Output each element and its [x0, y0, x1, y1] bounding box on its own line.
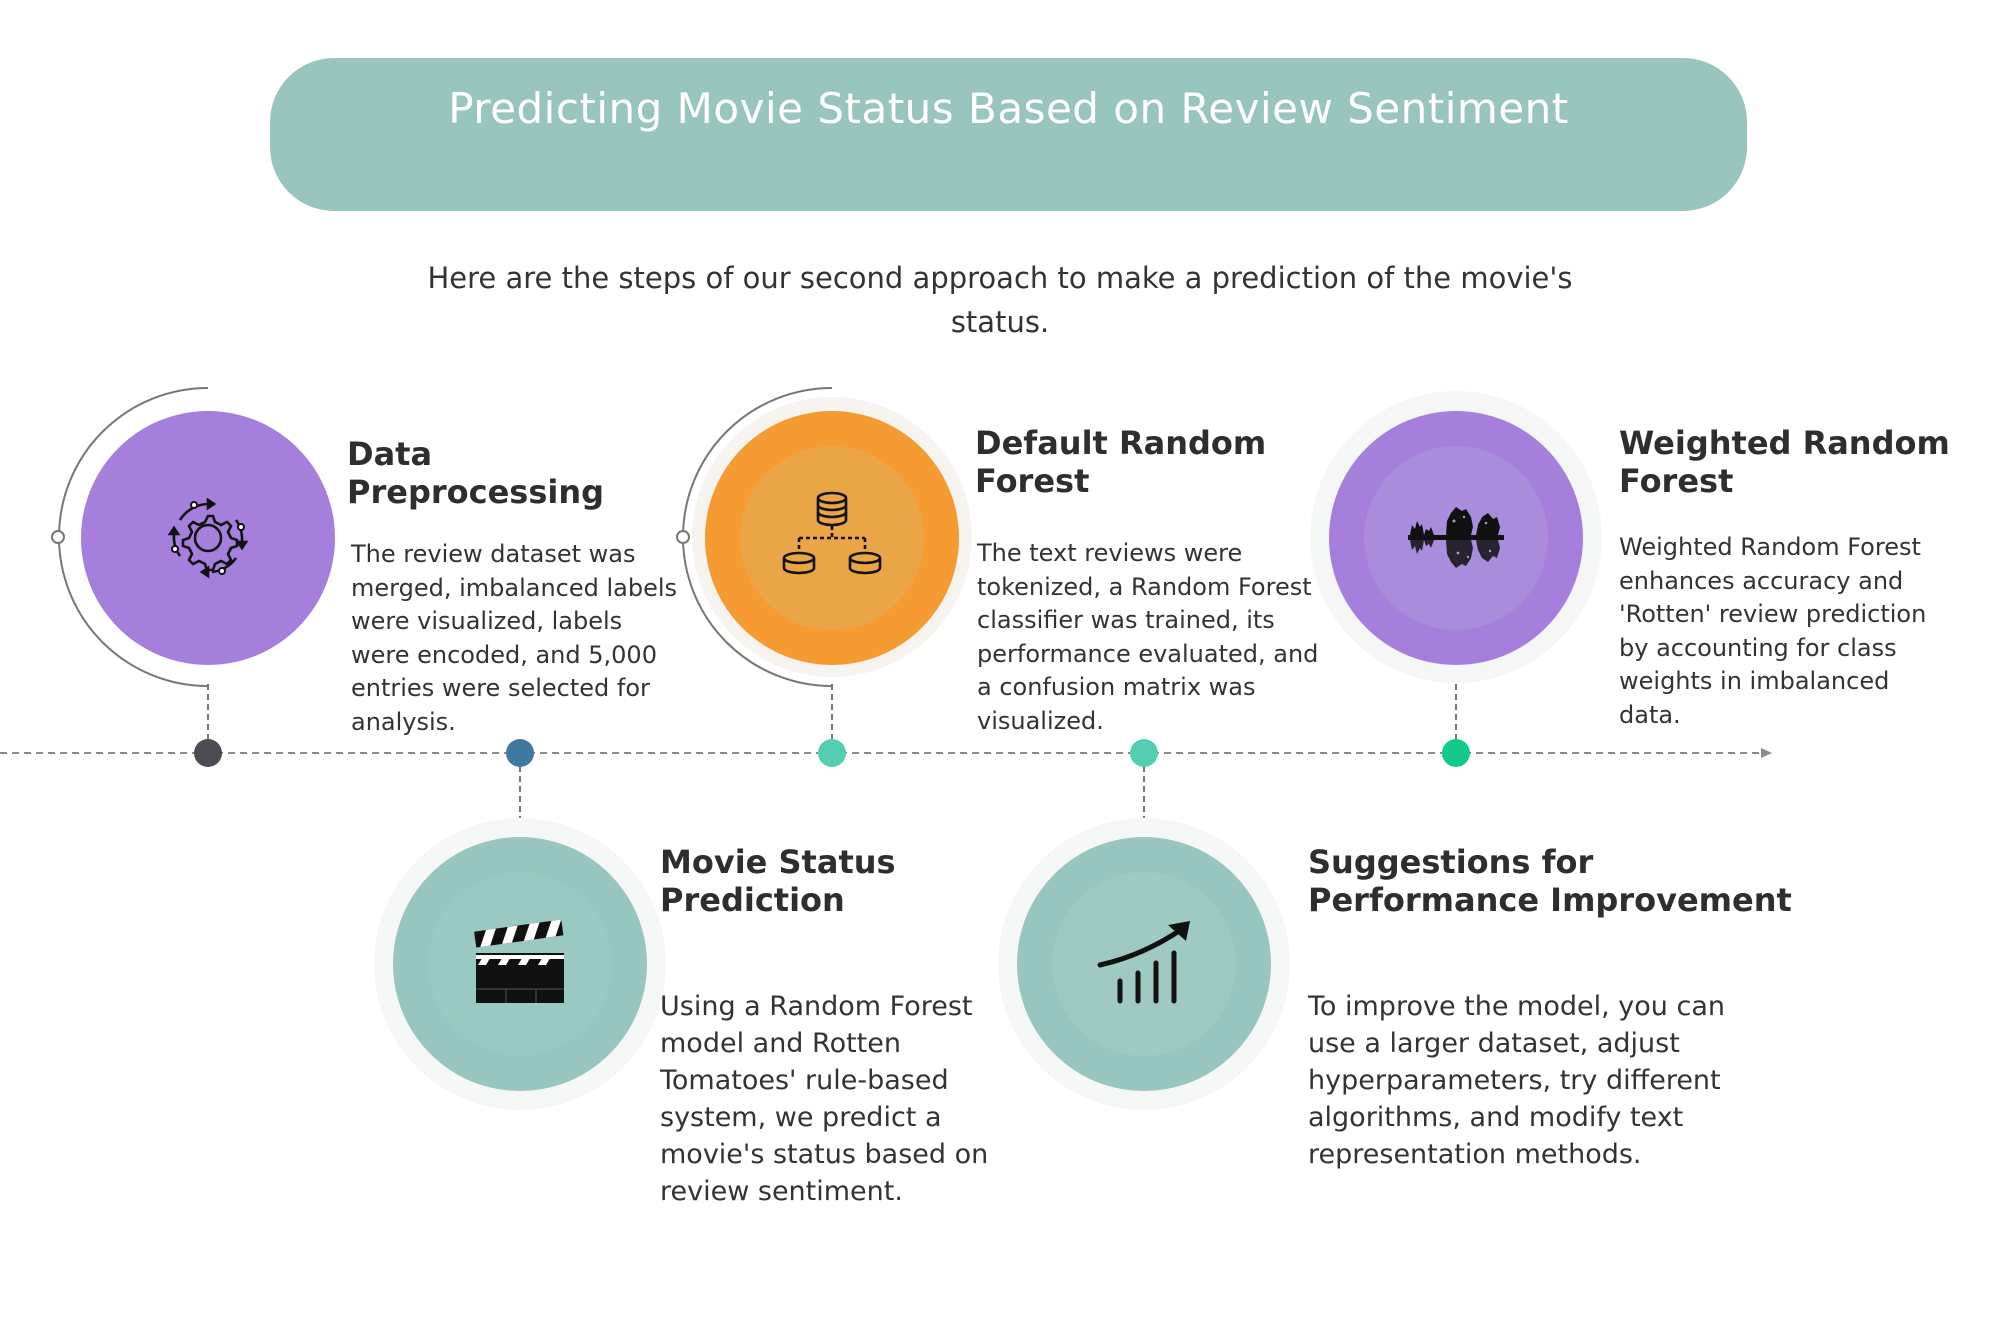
clapperboard-icon [474, 919, 564, 1003]
step-4-body: To improve the model, you can use a larg… [1308, 991, 1725, 1170]
step-4-circle [1017, 837, 1271, 1091]
arc-node-1 [51, 530, 65, 544]
timeline-dot-5 [1442, 739, 1470, 767]
intro-text: Here are the steps of our second approac… [427, 261, 1573, 339]
step-5-title: Weighted Random Forest [1619, 424, 1950, 500]
title-banner: Predicting Movie Status Based on Review … [270, 58, 1747, 211]
timeline-dot-3 [818, 739, 846, 767]
step-5-body: Weighted Random Forest enhances accuracy… [1619, 533, 1927, 729]
database-hierarchy-icon [782, 491, 882, 575]
step-4-inner-ring [1052, 872, 1236, 1056]
timeline-dot-2 [506, 739, 534, 767]
step-2-circle [393, 837, 647, 1091]
page-title: Predicting Movie Status Based on Review … [448, 84, 1569, 133]
step-3-circle [705, 411, 959, 665]
step-5-circle [1329, 411, 1583, 665]
step-1-body: The review dataset was merged, imbalance… [351, 540, 678, 736]
step-3-title: Default Random Forest [975, 424, 1267, 500]
step-3-body: The text reviews were tokenized, a Rando… [977, 539, 1319, 735]
forest-reflection-icon [1408, 507, 1504, 568]
step-2-title: Movie Status Prediction [660, 843, 896, 919]
timeline-dot-4 [1130, 739, 1158, 767]
step-2-body: Using a Random Forest model and Rotten T… [660, 991, 989, 1207]
arc-node-3 [676, 530, 690, 544]
timeline-dot-1 [194, 739, 222, 767]
step-1-title: Data Preprocessing [347, 435, 605, 511]
gear-cycle-icon [167, 497, 249, 579]
step-4-title: Suggestions for Performance Improvement [1308, 843, 1792, 919]
growth-chart-icon [1097, 921, 1190, 1004]
step-1-circle [81, 411, 335, 665]
timeline-arrowhead [1761, 748, 1772, 758]
step-3-inner-ring [740, 446, 924, 630]
